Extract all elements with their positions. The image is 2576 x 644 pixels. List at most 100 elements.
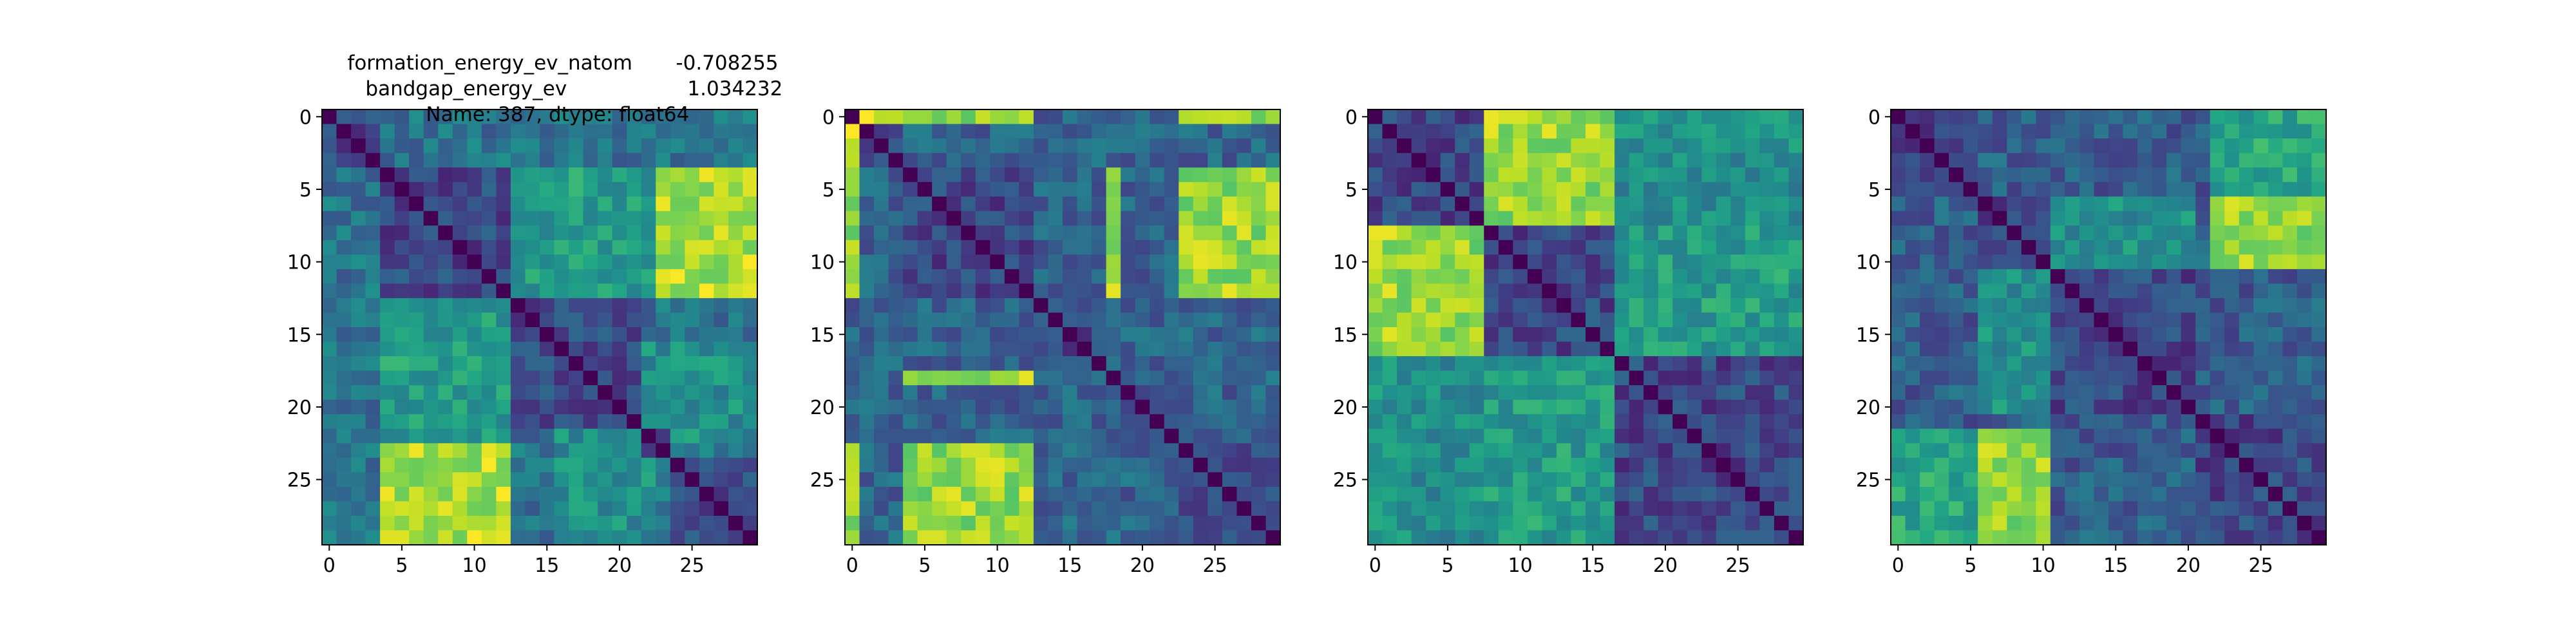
heatmap-cell xyxy=(540,356,555,372)
heatmap-cell xyxy=(380,124,395,139)
heatmap-cell xyxy=(1106,341,1121,357)
heatmap-cell xyxy=(1208,472,1223,488)
heatmap-cell xyxy=(1135,153,1150,168)
heatmap-cell xyxy=(2253,385,2269,401)
heatmap-cell xyxy=(1978,341,1993,357)
heatmap-cell xyxy=(365,472,381,488)
heatmap-cell xyxy=(2297,399,2313,415)
heatmap-cell xyxy=(1077,341,1092,357)
heatmap-cell xyxy=(583,327,598,343)
heatmap-cell xyxy=(598,428,613,444)
heatmap-cell xyxy=(1643,283,1659,299)
heatmap-cell xyxy=(1672,153,1688,168)
heatmap-cell xyxy=(1484,457,1499,473)
heatmap-cell xyxy=(1397,428,1412,444)
heatmap-cell xyxy=(1643,327,1659,343)
heatmap-cell xyxy=(859,457,875,473)
heatmap-cell xyxy=(394,356,410,372)
heatmap-cell xyxy=(2123,138,2138,154)
heatmap-cell xyxy=(380,486,395,502)
heatmap-cell xyxy=(525,211,540,226)
heatmap-cell xyxy=(1716,472,1731,488)
heatmap-cell xyxy=(1440,370,1455,386)
heatmap-cell xyxy=(1920,109,1935,125)
heatmap-cell xyxy=(1382,109,1397,125)
heatmap-cell xyxy=(1513,443,1528,459)
heatmap-cell xyxy=(1498,312,1513,328)
heatmap-cell xyxy=(452,269,468,284)
heatmap-cell xyxy=(2152,443,2167,459)
heatmap-cell xyxy=(452,399,468,415)
heatmap-cell xyxy=(510,472,526,488)
heatmap-cell xyxy=(1556,327,1572,343)
heatmap-cell xyxy=(1179,428,1194,444)
heatmap-cell xyxy=(1208,443,1223,459)
heatmap-cell xyxy=(1788,254,1804,270)
heatmap-cell xyxy=(2079,254,2095,270)
heatmap-cell xyxy=(1440,298,1455,314)
heatmap-cell xyxy=(2108,182,2124,197)
heatmap-cell xyxy=(2239,298,2254,314)
heatmap-cell xyxy=(2195,443,2211,459)
heatmap-cell xyxy=(1077,182,1092,197)
heatmap-cell xyxy=(1920,298,1935,314)
heatmap-cell xyxy=(656,501,671,516)
heatmap-cell xyxy=(1759,428,1775,444)
heatmap-cell xyxy=(1513,312,1528,328)
heatmap-cell xyxy=(1397,269,1412,284)
heatmap-cell xyxy=(1701,269,1717,284)
heatmap-cell xyxy=(554,298,569,314)
heatmap-cell xyxy=(1934,153,1949,168)
heatmap-cell xyxy=(946,356,961,372)
heatmap-cell xyxy=(699,240,714,255)
heatmap-cell xyxy=(685,269,700,284)
heatmap-cell xyxy=(2239,269,2254,284)
heatmap-cell xyxy=(1629,486,1644,502)
heatmap-cell xyxy=(1992,428,2007,444)
heatmap-cell xyxy=(1615,153,1630,168)
y-tick-label: 20 xyxy=(287,397,312,419)
heatmap-cell xyxy=(2079,385,2095,401)
heatmap-cell xyxy=(1629,109,1644,125)
heatmap-cell xyxy=(423,443,439,459)
heatmap-cell xyxy=(1701,399,1717,415)
heatmap-cell xyxy=(1048,399,1063,415)
heatmap-cell xyxy=(438,472,453,488)
heatmap-cell xyxy=(322,501,337,516)
heatmap-cell xyxy=(1004,240,1019,255)
heatmap-cell xyxy=(1265,327,1281,343)
heatmap-cell xyxy=(1934,501,1949,516)
heatmap-cell xyxy=(554,269,569,284)
heatmap-cell xyxy=(1033,385,1049,401)
heatmap-cell xyxy=(525,240,540,255)
heatmap-cell xyxy=(1193,356,1208,372)
heatmap-cell xyxy=(1643,211,1659,226)
heatmap-cell xyxy=(714,457,729,473)
heatmap-cell xyxy=(1179,486,1194,502)
heatmap-cell xyxy=(1934,138,1949,154)
heatmap-cell xyxy=(1788,443,1804,459)
heatmap-cell xyxy=(1208,196,1223,212)
heatmap-cell xyxy=(743,399,758,415)
heatmap-cell xyxy=(1455,501,1470,516)
heatmap-cell xyxy=(1542,472,1557,488)
heatmap-cell xyxy=(1004,530,1019,545)
heatmap-cell xyxy=(2123,225,2138,241)
heatmap-cell xyxy=(2195,370,2211,386)
heatmap-cell xyxy=(1934,457,1949,473)
heatmap-cell xyxy=(1469,138,1484,154)
heatmap-cell xyxy=(2210,327,2225,343)
heatmap-cell xyxy=(1905,298,1920,314)
heatmap-cell xyxy=(1048,428,1063,444)
heatmap-cell xyxy=(1716,182,1731,197)
heatmap-cell xyxy=(1222,341,1237,357)
heatmap-cell xyxy=(2007,486,2022,502)
heatmap-cell xyxy=(1934,428,1949,444)
heatmap-cell xyxy=(2297,515,2313,531)
heatmap-cell xyxy=(990,530,1005,545)
heatmap-cell xyxy=(1208,211,1223,226)
heatmap-cell xyxy=(569,414,584,430)
heatmap-cell xyxy=(1687,225,1702,241)
heatmap-cell xyxy=(1658,225,1673,241)
heatmap-cell xyxy=(990,428,1005,444)
